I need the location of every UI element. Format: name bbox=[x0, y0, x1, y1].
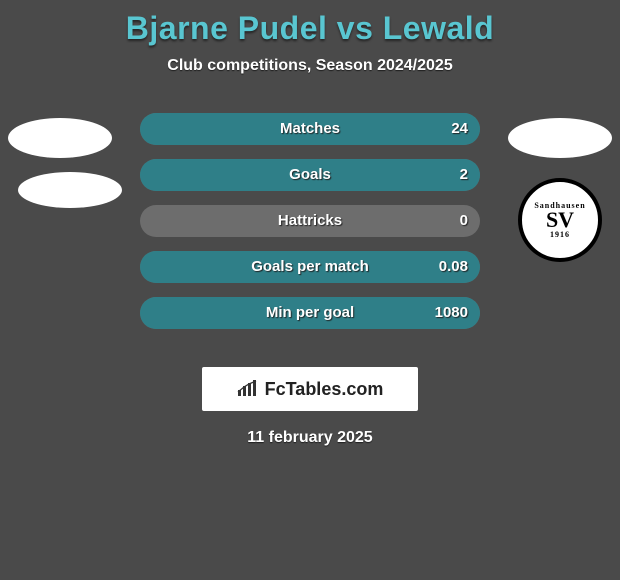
stat-label: Min per goal bbox=[266, 297, 354, 329]
stat-row: Min per goal 1080 bbox=[140, 297, 480, 329]
branding-badge: FcTables.com bbox=[202, 367, 418, 411]
stat-value-right: 24 bbox=[451, 113, 468, 145]
stat-value-right: 0.08 bbox=[439, 251, 468, 283]
stat-value-right: 0 bbox=[460, 205, 468, 237]
stat-label: Goals bbox=[289, 159, 331, 191]
stat-row: Hattricks 0 bbox=[140, 205, 480, 237]
branding-text: FcTables.com bbox=[265, 379, 384, 400]
stat-value-right: 2 bbox=[460, 159, 468, 191]
bar-chart-icon bbox=[237, 380, 259, 398]
stat-row: Goals 2 bbox=[140, 159, 480, 191]
stats-area: Matches 24 Goals 2 Hattricks 0 Goals per match… bbox=[0, 113, 620, 343]
stat-value-right: 1080 bbox=[435, 297, 468, 329]
stat-bars: Matches 24 Goals 2 Hattricks 0 Goals per match… bbox=[140, 113, 480, 343]
stat-row: Goals per match 0.08 bbox=[140, 251, 480, 283]
comparison-card: Bjarne Pudel vs Lewald Club competitions… bbox=[0, 0, 620, 580]
page-title: Bjarne Pudel vs Lewald bbox=[0, 0, 620, 47]
stat-label: Matches bbox=[280, 113, 340, 145]
stat-label: Goals per match bbox=[251, 251, 369, 283]
subtitle: Club competitions, Season 2024/2025 bbox=[0, 57, 620, 75]
date-line: 11 february 2025 bbox=[0, 429, 620, 447]
stat-row: Matches 24 bbox=[140, 113, 480, 145]
stat-label: Hattricks bbox=[278, 205, 342, 237]
